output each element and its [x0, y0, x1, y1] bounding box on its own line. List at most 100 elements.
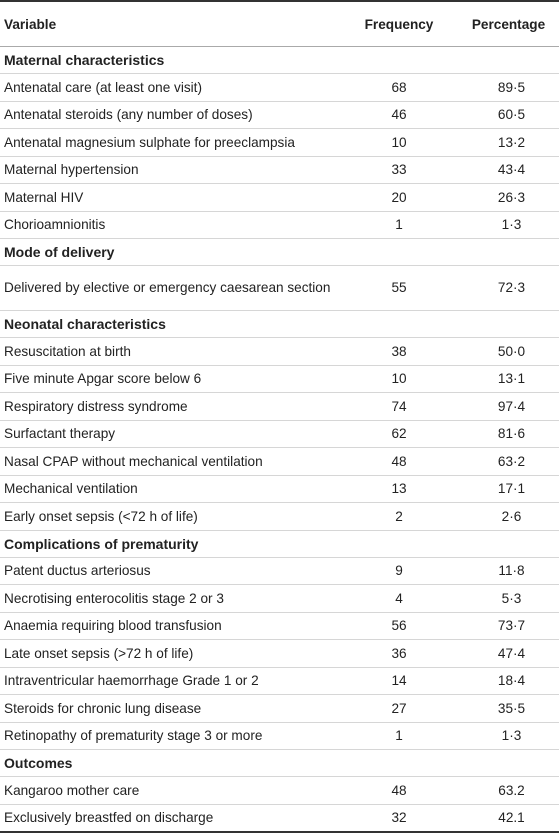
table-row: Steroids for chronic lung disease 27 35·5	[0, 694, 559, 723]
variable-cell: Late onset sepsis (>72 h of life)	[0, 639, 340, 668]
section-title: Complications of prematurity	[0, 530, 559, 558]
percentage-cell: 60·5	[458, 101, 559, 129]
table-row: Maternal hypertension 33 43·4	[0, 156, 559, 184]
percentage-cell: 1·3	[458, 722, 559, 750]
frequency-cell: 4	[340, 584, 458, 613]
percentage-cell: 18·4	[458, 667, 559, 695]
frequency-cell: 13	[340, 475, 458, 503]
variable-cell: Steroids for chronic lung disease	[0, 694, 340, 723]
section-title: Maternal characteristics	[0, 46, 559, 74]
variable-cell: Antenatal care (at least one visit)	[0, 73, 340, 102]
percentage-cell: 1·3	[458, 211, 559, 239]
table-row: Nasal CPAP without mechanical ventilatio…	[0, 447, 559, 476]
section-header-row: Complications of prematurity	[0, 530, 559, 558]
percentage-cell: 89·5	[458, 73, 559, 102]
percentage-cell: 72·3	[458, 265, 559, 311]
table-row: Surfactant therapy 62 81·6	[0, 420, 559, 448]
header-frequency: Frequency	[340, 0, 458, 47]
section-header-row: Mode of delivery	[0, 238, 559, 266]
percentage-cell: 11·8	[458, 557, 559, 585]
frequency-cell: 14	[340, 667, 458, 695]
table-row: Early onset sepsis (<72 h of life) 2 2·6	[0, 502, 559, 531]
percentage-cell: 97·4	[458, 392, 559, 421]
frequency-cell: 20	[340, 183, 458, 212]
section-title: Mode of delivery	[0, 238, 559, 266]
frequency-cell: 10	[340, 365, 458, 393]
frequency-cell: 74	[340, 392, 458, 421]
percentage-cell: 17·1	[458, 475, 559, 503]
frequency-cell: 55	[340, 265, 458, 311]
frequency-cell: 9	[340, 557, 458, 585]
table-row: Resuscitation at birth 38 50·0	[0, 337, 559, 366]
variable-cell: Kangaroo mother care	[0, 776, 340, 805]
variable-cell: Five minute Apgar score below 6	[0, 365, 340, 393]
variable-cell: Antenatal steroids (any number of doses)	[0, 101, 340, 129]
header-percentage: Percentage	[458, 0, 559, 47]
variable-cell: Nasal CPAP without mechanical ventilatio…	[0, 447, 340, 476]
percentage-cell: 5·3	[458, 584, 559, 613]
table-row: Retinopathy of prematurity stage 3 or mo…	[0, 722, 559, 750]
frequency-cell: 46	[340, 101, 458, 129]
header-variable: Variable	[0, 0, 340, 47]
frequency-cell: 56	[340, 612, 458, 640]
frequency-cell: 2	[340, 502, 458, 531]
frequency-cell: 38	[340, 337, 458, 366]
variable-cell: Resuscitation at birth	[0, 337, 340, 366]
table-row: Antenatal steroids (any number of doses)…	[0, 101, 559, 129]
frequency-cell: 48	[340, 447, 458, 476]
percentage-cell: 73·7	[458, 612, 559, 640]
variable-cell: Necrotising enterocolitis stage 2 or 3	[0, 584, 340, 613]
percentage-cell: 35·5	[458, 694, 559, 723]
frequency-cell: 32	[340, 804, 458, 833]
percentage-cell: 43·4	[458, 156, 559, 184]
table-row: Antenatal care (at least one visit) 68 89·…	[0, 73, 559, 102]
variable-cell: Antenatal magnesium sulphate for preecla…	[0, 128, 340, 157]
table-row: Kangaroo mother care 48 63.2	[0, 776, 559, 805]
table-body: Maternal characteristics Antenatal care (…	[0, 46, 559, 833]
frequency-cell: 1	[340, 211, 458, 239]
variable-cell: Surfactant therapy	[0, 420, 340, 448]
percentage-cell: 26·3	[458, 183, 559, 212]
variable-cell: Exclusively breastfed on discharge	[0, 804, 340, 833]
percentage-cell: 2·6	[458, 502, 559, 531]
table-row: Respiratory distress syndrome 74 97·4	[0, 392, 559, 421]
table-row: Chorioamnionitis 1 1·3	[0, 211, 559, 239]
table-row: Patent ductus arteriosus 9 11·8	[0, 557, 559, 585]
frequency-cell: 1	[340, 722, 458, 750]
section-title: Neonatal characteristics	[0, 310, 559, 338]
percentage-cell: 42.1	[458, 804, 559, 833]
percentage-cell: 13·1	[458, 365, 559, 393]
percentage-cell: 63.2	[458, 776, 559, 805]
variable-cell: Respiratory distress syndrome	[0, 392, 340, 421]
variable-cell: Anaemia requiring blood transfusion	[0, 612, 340, 640]
table-row: Five minute Apgar score below 6 10 13·1	[0, 365, 559, 393]
frequency-cell: 33	[340, 156, 458, 184]
variable-cell: Chorioamnionitis	[0, 211, 340, 239]
table-row: Maternal HIV 20 26·3	[0, 183, 559, 212]
percentage-cell: 63·2	[458, 447, 559, 476]
frequency-cell: 36	[340, 639, 458, 668]
percentage-cell: 13·2	[458, 128, 559, 157]
percentage-cell: 47·4	[458, 639, 559, 668]
variable-cell: Patent ductus arteriosus	[0, 557, 340, 585]
variable-cell: Maternal hypertension	[0, 156, 340, 184]
section-header-row: Maternal characteristics	[0, 46, 559, 74]
frequency-cell: 27	[340, 694, 458, 723]
table-row: Antenatal magnesium sulphate for preecla…	[0, 128, 559, 157]
frequency-cell: 62	[340, 420, 458, 448]
percentage-cell: 50·0	[458, 337, 559, 366]
table-row: Exclusively breastfed on discharge 32 42.1	[0, 804, 559, 833]
frequency-cell: 48	[340, 776, 458, 805]
variable-cell: Delivered by elective or emergency caesa…	[0, 265, 340, 311]
frequency-cell: 10	[340, 128, 458, 157]
table-row: Anaemia requiring blood transfusion 56 73·…	[0, 612, 559, 640]
table-row: Intraventricular haemorrhage Grade 1 or …	[0, 667, 559, 695]
variable-cell: Maternal HIV	[0, 183, 340, 212]
section-header-row: Outcomes	[0, 749, 559, 777]
variable-cell: Mechanical ventilation	[0, 475, 340, 503]
variable-cell: Early onset sepsis (<72 h of life)	[0, 502, 340, 531]
variable-cell: Intraventricular haemorrhage Grade 1 or …	[0, 667, 340, 695]
percentage-cell: 81·6	[458, 420, 559, 448]
